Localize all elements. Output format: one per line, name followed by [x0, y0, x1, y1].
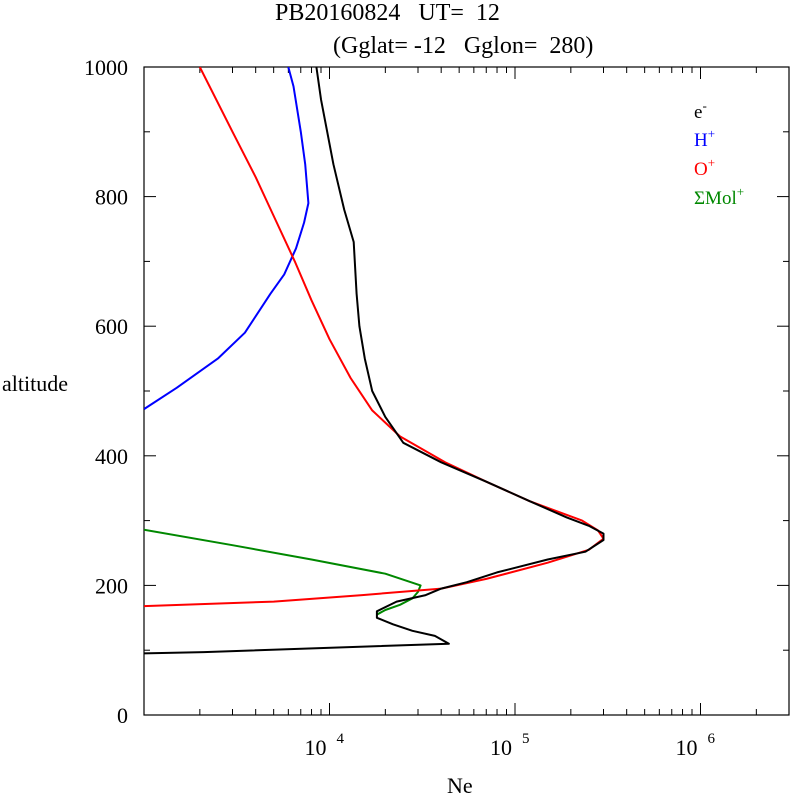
- major-ticks: [144, 66, 789, 716]
- x-tick-label: 10: [675, 735, 697, 760]
- y-tick-labels: 0 200 400 600 800 1000: [84, 55, 128, 728]
- x-tick-label-exponent: 5: [522, 731, 530, 747]
- legend-entry: ΣMol+: [694, 184, 744, 209]
- chart-title-line1: PB20160824 UT= 12: [275, 0, 500, 26]
- series-line-o: [144, 67, 605, 608]
- x-axis-label: Ne: [447, 773, 473, 796]
- y-tick-label: 400: [95, 444, 128, 469]
- x-tick-label-exponent: 4: [336, 731, 344, 747]
- series-line-e: [144, 67, 605, 655]
- x-tick-labels: 10 4 10 5 10 6: [304, 731, 715, 760]
- y-tick-label: 800: [95, 185, 128, 210]
- y-tick-label: 200: [95, 573, 128, 598]
- x-tick-label-exponent: 6: [707, 731, 715, 747]
- legend: e- H+ O+ ΣMol+: [694, 98, 744, 209]
- y-tick-label: 600: [95, 314, 128, 339]
- series-line-mol: [144, 528, 422, 616]
- series-line-h: [144, 67, 310, 410]
- y-axis-label: altitude: [2, 371, 68, 396]
- legend-entry: e-: [694, 98, 707, 123]
- y-tick-label: 1000: [84, 55, 128, 80]
- y-tick-label: 0: [117, 703, 128, 728]
- x-tick-label: 10: [304, 735, 326, 760]
- chart-title-line2: (Gglat= -12 Gglon= 280): [333, 33, 593, 59]
- plot-frame: [143, 66, 790, 716]
- series-lines: [144, 67, 605, 655]
- legend-entry: O+: [694, 155, 715, 180]
- x-tick-label: 10: [490, 735, 512, 760]
- minor-ticks: [143, 67, 790, 715]
- legend-entry: H+: [694, 126, 715, 151]
